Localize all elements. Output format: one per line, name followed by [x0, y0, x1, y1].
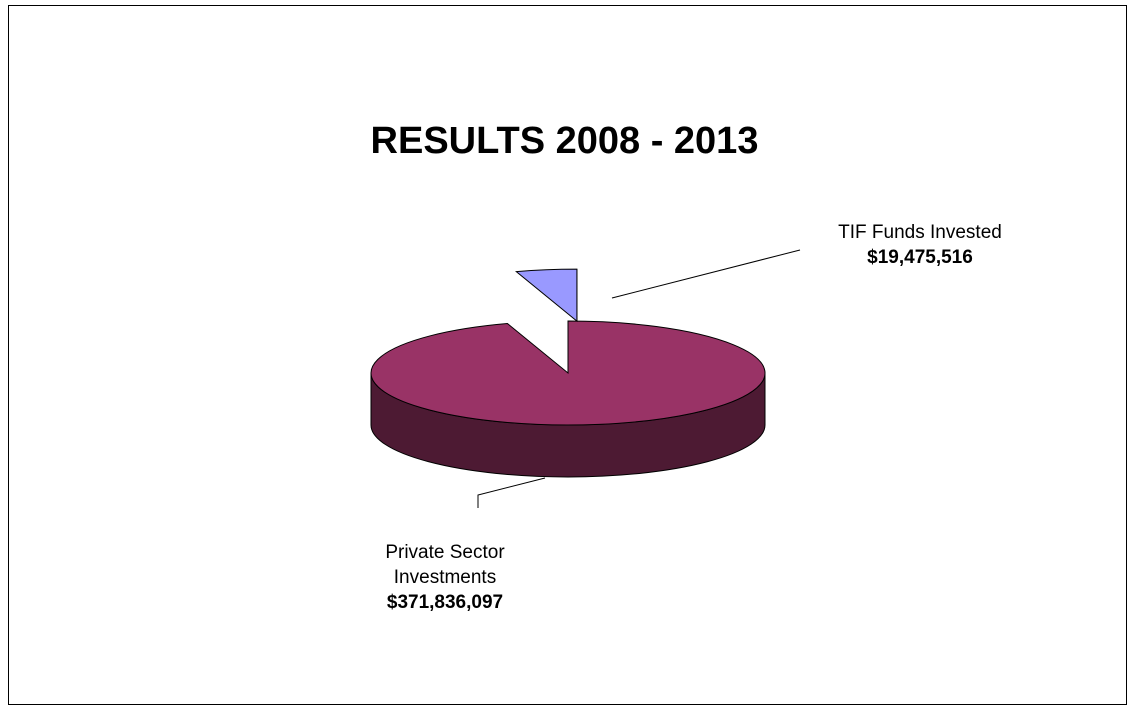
tif-label: TIF Funds Invested $19,475,516 — [800, 220, 1040, 270]
private-label-value: $371,836,097 — [386, 592, 504, 613]
tif-label-name: TIF Funds Invested — [838, 222, 1002, 243]
tif-label-value: $19,475,516 — [867, 247, 973, 268]
pie-slice-1 — [515, 268, 578, 323]
private-label: Private Sector Investments $371,836,097 — [360, 540, 530, 615]
pie-slice-0 — [370, 320, 766, 426]
tif-leader-line — [611, 249, 801, 299]
chart-title: RESULTS 2008 - 2013 — [370, 120, 759, 162]
private-label-name: Private Sector Investments — [385, 542, 505, 588]
private-leader-line — [477, 477, 546, 508]
